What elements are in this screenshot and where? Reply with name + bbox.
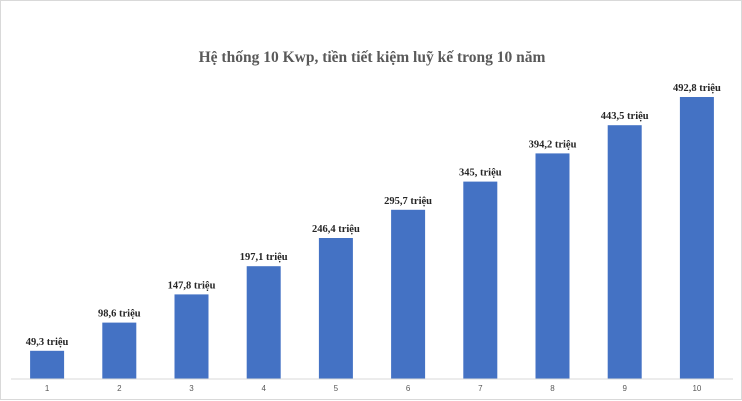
data-label-9: 443,5 triệu bbox=[601, 111, 649, 122]
x-tick-1: 1 bbox=[45, 384, 50, 393]
x-tick-9: 9 bbox=[622, 384, 627, 393]
data-label-6: 295,7 triệu bbox=[384, 196, 432, 207]
chart-title: Hệ thống 10 Kwp, tiền tiết kiệm luỹ kế t… bbox=[199, 49, 546, 66]
x-tick-10: 10 bbox=[692, 384, 701, 393]
x-tick-3: 3 bbox=[189, 384, 194, 393]
data-label-7: 345, triệu bbox=[459, 168, 502, 179]
data-labels-group: 49,3 triệu 98,6 triệu 147,8 triệu 197,1 tri… bbox=[26, 83, 721, 348]
data-label-1: 49,3 triệu bbox=[26, 337, 69, 348]
data-label-4: 197,1 triệu bbox=[240, 252, 288, 263]
bar-5 bbox=[318, 238, 353, 379]
x-tick-5: 5 bbox=[334, 384, 339, 393]
bar-10 bbox=[679, 97, 714, 379]
x-tick-7: 7 bbox=[478, 384, 483, 393]
data-label-8: 394,2 triệu bbox=[529, 139, 577, 150]
bars-group bbox=[30, 97, 714, 379]
data-label-2: 98,6 triệu bbox=[98, 309, 141, 320]
bar-1 bbox=[30, 350, 65, 379]
x-tick-labels-group: 1 2 3 4 5 6 7 8 9 10 bbox=[45, 384, 702, 393]
bar-3 bbox=[174, 294, 209, 379]
bar-2 bbox=[102, 322, 137, 379]
bar-4 bbox=[246, 266, 281, 379]
bar-8 bbox=[535, 153, 570, 379]
x-tick-6: 6 bbox=[406, 384, 411, 393]
bar-7 bbox=[463, 181, 498, 379]
x-tick-8: 8 bbox=[550, 384, 555, 393]
x-tick-4: 4 bbox=[261, 384, 266, 393]
data-label-10: 492,8 triệu bbox=[673, 83, 721, 94]
data-label-5: 246,4 triệu bbox=[312, 224, 360, 235]
x-tick-2: 2 bbox=[117, 384, 122, 393]
bar-6 bbox=[391, 209, 426, 379]
bar-9 bbox=[607, 125, 642, 379]
data-label-3: 147,8 triệu bbox=[168, 280, 216, 291]
